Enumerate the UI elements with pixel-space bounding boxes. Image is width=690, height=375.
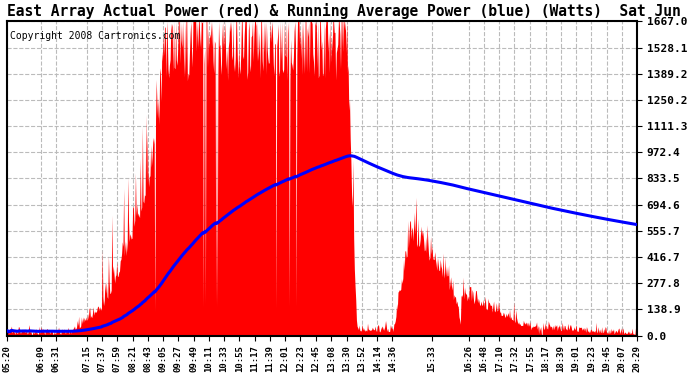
Text: East Array Actual Power (red) & Running Average Power (blue) (Watts)  Sat Jun 28: East Array Actual Power (red) & Running … <box>8 3 690 19</box>
Text: Copyright 2008 Cartronics.com: Copyright 2008 Cartronics.com <box>10 31 181 41</box>
